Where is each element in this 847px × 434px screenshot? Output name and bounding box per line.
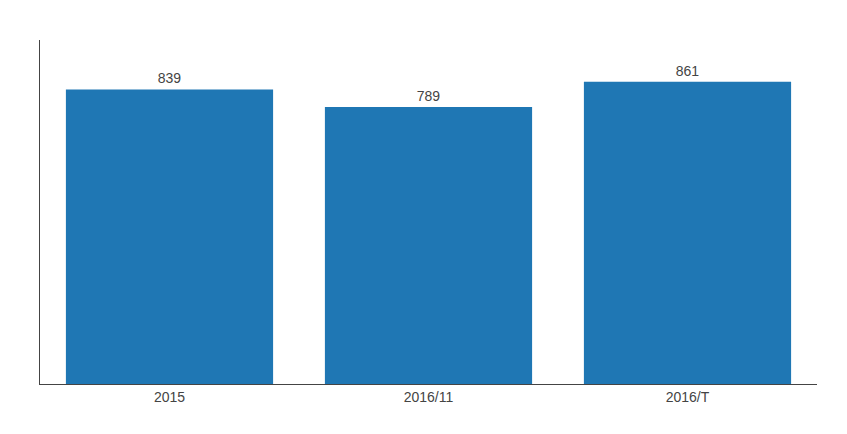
svg-text:839: 839	[158, 70, 182, 86]
svg-text:2015: 2015	[154, 389, 185, 405]
svg-text:789: 789	[417, 88, 441, 104]
svg-text:2016/11: 2016/11	[404, 389, 454, 405]
svg-text:861: 861	[676, 63, 700, 79]
svg-text:2016/T: 2016/T	[666, 389, 710, 405]
